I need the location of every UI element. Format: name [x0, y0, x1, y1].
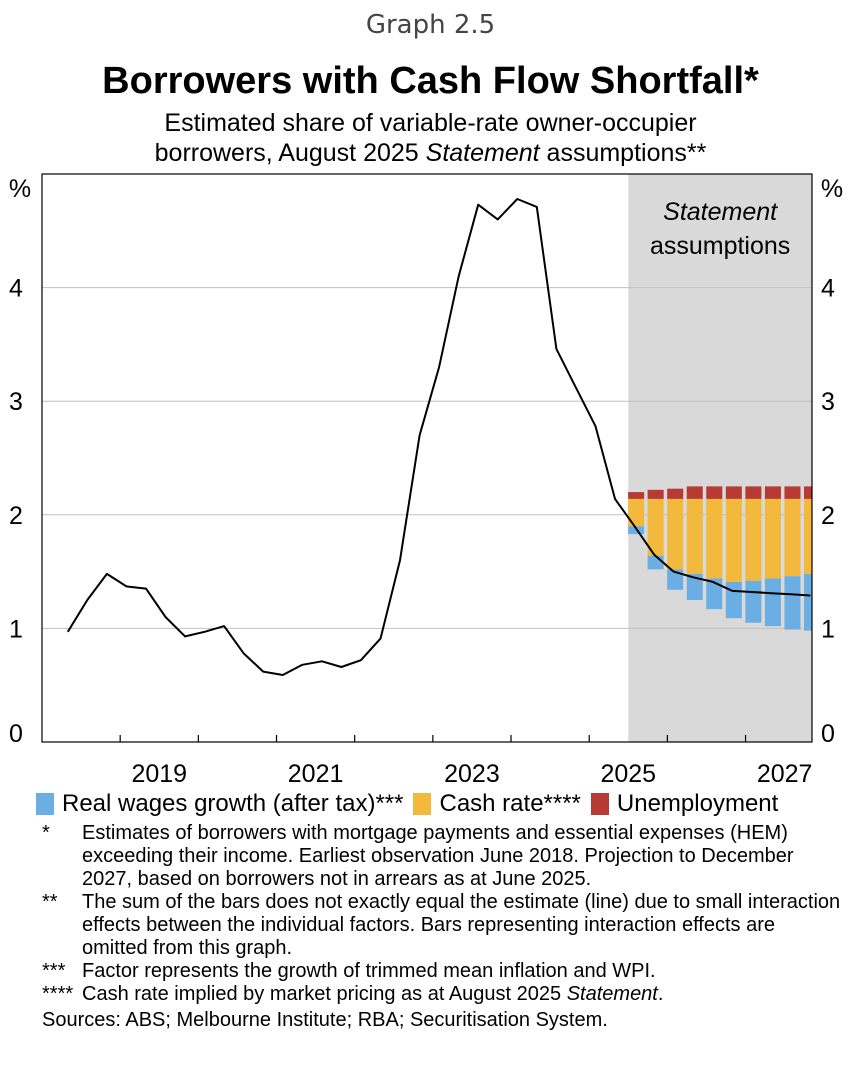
bar-cash-rate [803, 498, 812, 574]
footnote: *** Factor represents the growth of trim… [42, 960, 842, 983]
subtitle-line-1: Estimated share of variable-rate owner-o… [164, 109, 697, 137]
y-tick-label-right: 0 [821, 720, 835, 748]
x-tick-label: 2025 [600, 760, 656, 788]
legend-label-real-wages: Real wages growth (after tax)*** [62, 790, 404, 817]
shade-label-italic: Statement [663, 198, 778, 226]
subtitle-line-2-pre: borrowers, August 2025 [154, 139, 426, 167]
bar-cash-rate [706, 498, 723, 579]
y-tick-label-right: 3 [821, 388, 835, 416]
footnote-text: Estimates of borrowers with mortgage pay… [82, 822, 794, 890]
bar-cash-rate [725, 498, 742, 582]
bar-real-wages [725, 581, 742, 619]
y-unit-right: % [821, 175, 843, 203]
footnote-text: Cash rate implied by market pricing as a… [82, 983, 842, 1006]
series-line [66, 198, 811, 676]
bar-cash-rate [667, 498, 684, 570]
footnote: **** Cash rate implied by market pricing… [42, 983, 842, 1006]
bar-unemployment [764, 486, 781, 499]
bar-real-wages [764, 578, 781, 627]
y-unit-left: % [9, 175, 31, 203]
y-tick-label-left: 4 [9, 275, 23, 303]
footnote-text: Factor represents the growth of trimmed … [82, 960, 656, 982]
x-tick-label: 2019 [131, 760, 187, 788]
bar-unemployment [745, 486, 762, 499]
y-tick-label-right: 1 [821, 615, 835, 643]
footnote-marker: **** [42, 983, 74, 1005]
bar-unemployment [725, 486, 742, 499]
y-tick-label-left: 0 [9, 720, 23, 748]
chart: 2019 2021 2023 2025 2027 0 0 1 1 2 2 3 3 4 4% % Statemen… [9, 173, 843, 788]
bar-unemployment [628, 492, 645, 499]
footnote-text-italic: Statement [566, 983, 658, 1005]
y-tick-label-right: 4 [821, 275, 835, 303]
bar-real-wages [745, 580, 762, 623]
subtitle-line-2: borrowers, August 2025 Statement assumpt… [0, 138, 861, 168]
subtitle-line-2-post: assumptions** [539, 139, 707, 167]
subtitle-statement-italic: Statement [425, 139, 540, 167]
legend-item-unemployment: Unemployment [590, 790, 779, 818]
footnote-text-post: . [657, 983, 664, 1005]
bar-real-wages [784, 576, 801, 630]
plot-frame [41, 173, 813, 743]
x-tick-label: 2021 [288, 760, 344, 788]
footnote-text: The sum of the bars does not exactly equ… [82, 891, 841, 959]
bar-cash-rate [745, 498, 762, 581]
bar-real-wages [803, 573, 812, 631]
footnote: * Estimates of borrowers with mortgage p… [42, 822, 842, 891]
projection-shade [628, 174, 812, 742]
legend-swatch-cash-rate [413, 793, 432, 815]
bar-unemployment [706, 486, 723, 499]
legend-label-cash-rate: Cash rate**** [439, 790, 581, 817]
bar-cash-rate [628, 498, 645, 527]
graph-label: Graph 2.5 [365, 10, 496, 40]
legend-swatch-unemployment [590, 793, 609, 815]
legend-item-cash-rate: Cash rate**** [413, 790, 581, 818]
sources: Sources: ABS; Melbourne Institute; RBA; … [42, 1009, 608, 1031]
y-tick-label-left: 1 [9, 615, 23, 643]
bar-real-wages [647, 555, 664, 570]
y-tick-label-right: 2 [821, 502, 835, 530]
footnote-marker: ** [42, 891, 58, 913]
y-tick-label-left: 2 [9, 502, 23, 530]
footnote-text-pre: Cash rate implied by market pricing as a… [82, 983, 567, 1005]
bar-real-wages [706, 578, 723, 610]
bar-cash-rate [764, 498, 781, 579]
bar-unemployment [647, 489, 664, 499]
footnote: ** The sum of the bars does not exactly … [42, 891, 842, 960]
bar-unemployment [686, 486, 703, 499]
y-tick-label-left: 3 [9, 388, 23, 416]
footnotes: * Estimates of borrowers with mortgage p… [42, 822, 842, 1032]
footnote-marker: * [42, 822, 50, 844]
legend-item-real-wages: Real wages growth (after tax)*** [36, 790, 403, 818]
bar-real-wages [686, 573, 703, 600]
bar-cash-rate [784, 498, 801, 577]
chart-subtitle: Estimated share of variable-rate owner-o… [0, 108, 861, 168]
shade-label: assumptions [650, 232, 790, 260]
bar-unemployment [784, 486, 801, 499]
x-tick-label: 2023 [444, 760, 500, 788]
bar-unemployment [667, 488, 684, 499]
x-tick-label: 2027 [757, 760, 813, 788]
bar-cash-rate [686, 498, 703, 574]
footnote-marker: *** [42, 960, 66, 982]
chart-title: Borrowers with Cash Flow Shortfall* [102, 60, 759, 102]
bar-real-wages [667, 569, 684, 590]
legend-label-unemployment: Unemployment [616, 790, 779, 817]
legend: Real wages growth (after tax)*** Cash ra… [36, 790, 788, 818]
bar-unemployment [803, 486, 812, 499]
bar-cash-rate [647, 498, 664, 556]
legend-swatch-real-wages [36, 793, 54, 815]
